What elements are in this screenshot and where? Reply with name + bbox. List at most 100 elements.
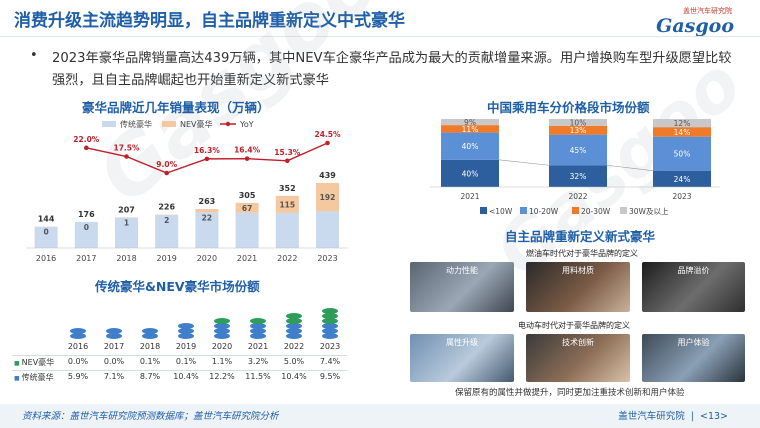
footer-bar [0,404,760,428]
share-table-header-row: 2016 2017 2018 2019 2020 2021 2022 2023 [12,340,347,356]
ev-label-experience: 用户体验 [677,338,710,347]
seg-bar-2022-2 [549,125,607,135]
ev-era-photos: 属性升级 技术创新 用户体验 [410,334,745,382]
nev-value-label-2021: 67 [242,204,252,213]
seg-x-tick-2021: 2021 [460,192,479,201]
share-cell-0-2021: 3.2% [247,357,269,366]
seg-bar-2021-2 [441,125,499,133]
nev-value-label-2016: 0 [43,228,48,237]
share-col-header-2018: 2018 [139,342,161,351]
share-cell-0-2023: 7.4% [319,357,341,366]
legend-marker-yoy [225,121,231,127]
seg-label-2022-0: 32% [570,172,587,181]
yoy-point-2022 [285,158,290,164]
bar-nev-2022 [275,195,299,213]
seg-legend-swatch-2 [572,207,579,214]
seg-label-2022-2: 13% [570,126,587,135]
car-icon-nev-2020-0 [214,318,230,324]
car-icon-traditional-2020-2 [214,323,230,329]
sales-yoy-line: 22.0% 17.5% 9.0% 16.3% 16.4% 15.3% 24.5% [73,130,341,176]
fuel-photo-performance: 动力性能 [410,262,514,312]
footer-page-number: <13> [699,411,728,422]
seg-legend-label-1: 10-20W [529,207,559,216]
bar-traditional-2023 [316,211,339,248]
seg-bar-2021-1 [441,132,499,160]
car-icon-traditional-2020-1 [214,328,230,334]
seg-label-2023-0: 24% [674,175,691,184]
car-icon-traditional-2021-1 [250,328,266,334]
yoy-label-2020: 16.3% [194,146,221,155]
car-icon-traditional-2021-0 [250,333,266,339]
bar-nev-2023 [316,183,339,212]
yoy-point-2021 [244,156,250,161]
car-icon-traditional-2023-1 [322,328,338,334]
x-tick-2021: 2021 [237,254,257,263]
share-table-row-nev: ■ NEV豪华 0.0% 0.0% 0.1% 0.1% 1.1% 3.2% 5.0% 7.4% [12,355,347,371]
share-col-header-2019: 2019 [175,342,197,351]
seg-bar-2023-0 [653,170,711,187]
segment-legend: <10W 10-20W 20-30W 30W及以上 [480,207,669,216]
car-icon-traditional-2017-0 [106,333,122,339]
yoy-point-2023 [325,140,330,146]
logo-wordmark: Gasgoo [656,15,734,37]
ev-era-caption: 电动车时代对于豪华品牌的定义 [518,321,630,330]
x-tick-2017: 2017 [76,254,96,263]
seg-bar-2021-0 [441,159,499,187]
share-col-header-2020: 2020 [211,342,233,351]
yoy-label-2023: 24.5% [314,130,341,139]
footer-separator: | [690,411,694,422]
share-col-header-2016: 2016 [67,342,89,351]
ev-photo-innovation: 技术创新 [526,334,630,382]
car-icon-nev-2021-0 [250,318,266,324]
traditional-car-icon: ■ [14,375,20,382]
bar-traditional-2016 [34,226,58,248]
car-icon-traditional-2023-0 [322,333,338,339]
sales-chart-title: 豪华品牌近几年销量表现（万辆） [82,100,270,115]
share-cell-0-2017: 0.0% [103,357,125,366]
fuel-era-caption: 燃油车时代对于豪华品牌的定义 [526,249,638,258]
share-table-row-traditional: ■ 传统豪华 5.9% 7.1% 8.7% 10.4% 12.2% 11.5% 10.4% 9.5… [12,370,347,385]
segment-x-axis: 2021 2022 2023 [430,186,720,201]
bar-traditional-2021 [235,212,259,248]
legend-label-traditional: 传统豪华 [120,119,152,129]
share-row-name-0: NEV豪华 [21,358,55,367]
bar-nev-2020 [195,209,219,213]
car-icon-traditional-2022-2 [286,323,302,329]
car-icon-traditional-2018-1 [142,328,158,334]
car-icon-traditional-2021-2 [250,323,266,329]
car-icon-traditional-2022-1 [286,328,302,334]
logo-subtitle: 盖世汽车研究院 [683,7,732,15]
nev-value-label-2023: 192 [320,193,336,202]
x-tick-2019: 2019 [157,254,177,263]
nev-value-label-2020: 22 [202,213,212,222]
x-tick-2020: 2020 [197,254,217,263]
total-label-2019: 226 [158,203,175,212]
seg-bar-2022-3 [549,119,607,126]
seg-label-2022-1: 45% [570,146,587,155]
seg-legend-label-2: 20-30W [581,207,611,216]
share-cell-1-2020: 12.2% [209,372,235,381]
share-cell-1-2021: 11.5% [245,372,271,381]
bar-nev-2021 [235,202,259,213]
ev-label-attributes: 属性升级 [446,338,478,347]
share-cell-1-2019: 10.4% [173,372,199,381]
car-icon-traditional-2022-0 [286,333,302,339]
sales-chart: 传统豪华 NEV豪华 YoY 144 0 176 0 207 1 226 2 263 22 305 67 3… [26,119,348,263]
redefine-summary: 保留原有的属性并做提升，同时更加注重技术创新和用户体验 [455,388,685,398]
seg-legend-swatch-1 [520,207,527,214]
footer-source: 资料来源：盖世汽车研究院预测数据库；盖世汽车研究院分析 [22,411,279,422]
bar-traditional-2022 [275,212,299,248]
ev-label-innovation: 技术创新 [562,338,594,347]
ev-photo-experience: 用户体验 [642,334,745,382]
car-icon-strip [70,308,338,339]
yoy-point-2017 [84,145,89,151]
share-cell-1-2018: 8.7% [139,372,161,381]
page-title: 消费升级主流趋势明显，自主品牌重新定义中式豪华 [14,11,405,31]
intro-paragraph: 2023年豪华品牌销量高达439万辆，其中NEV车企豪华产品成为最大的贡献增量来… [52,51,732,88]
total-label-2023: 439 [319,171,336,180]
seg-bar-2022-0 [549,165,607,187]
yoy-point-2018 [124,154,129,159]
share-cell-1-2022: 10.4% [281,372,307,381]
fuel-era-photos: 动力性能 用料材质 品牌溢价 [410,262,745,312]
seg-label-2021-1: 40% [462,142,479,151]
